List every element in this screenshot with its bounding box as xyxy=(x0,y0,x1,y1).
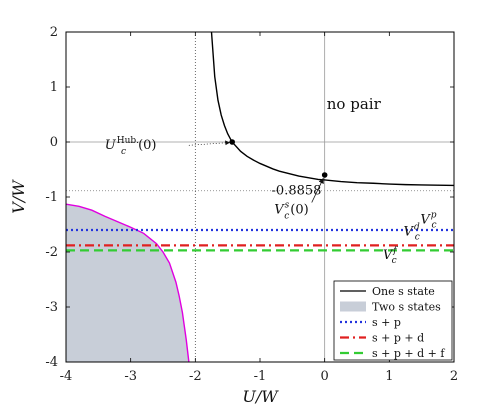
x-tick-label: 1 xyxy=(385,369,393,384)
critical-point-marker xyxy=(321,172,328,178)
legend-entry: Two s states xyxy=(372,301,441,314)
y-tick-label: 2 xyxy=(50,25,58,40)
y-tick-label: 0 xyxy=(50,135,58,150)
x-tick-label: 2 xyxy=(450,369,458,384)
v-critical-label: Vs c(0) xyxy=(274,201,308,222)
value-annotation: -0.8858 xyxy=(272,184,322,199)
two-s-states-boundary xyxy=(66,203,190,362)
two-s-states-area xyxy=(66,204,189,362)
y-tick-label: -2 xyxy=(45,245,58,260)
legend-entry: s + p + d + f xyxy=(372,347,445,360)
x-tick-label: -2 xyxy=(189,369,202,384)
critical-point-marker xyxy=(229,139,235,145)
y-tick-label: -4 xyxy=(45,355,58,370)
vp-label: Vp c xyxy=(420,210,436,230)
legend-swatch xyxy=(340,301,366,312)
y-tick-label: -1 xyxy=(45,190,58,205)
y-tick-label: 1 xyxy=(50,80,58,95)
vf-label: Vf c xyxy=(383,246,398,266)
u-critical-arrow xyxy=(188,140,231,146)
y-axis-label: V/W xyxy=(9,179,28,214)
one-s-state-curve xyxy=(210,32,454,187)
legend-box xyxy=(333,280,453,361)
x-axis-label: U/W xyxy=(242,387,279,406)
x-tick-label: -1 xyxy=(254,369,267,384)
x-tick-label: 0 xyxy=(321,369,329,384)
vd-label: Vd c xyxy=(404,223,420,243)
u-critical-label: UHub. c (0) xyxy=(105,136,157,157)
y-tick-label: -3 xyxy=(45,300,58,315)
x-tick-label: -4 xyxy=(60,369,73,384)
legend-entry: s + p xyxy=(372,316,401,329)
no-pair-label: no pair xyxy=(327,95,382,113)
legend-entry: One s state xyxy=(372,285,435,298)
legend-entry: s + p + d xyxy=(372,332,424,345)
v-critical-arrow xyxy=(311,177,324,203)
x-tick-label: -3 xyxy=(124,369,137,384)
